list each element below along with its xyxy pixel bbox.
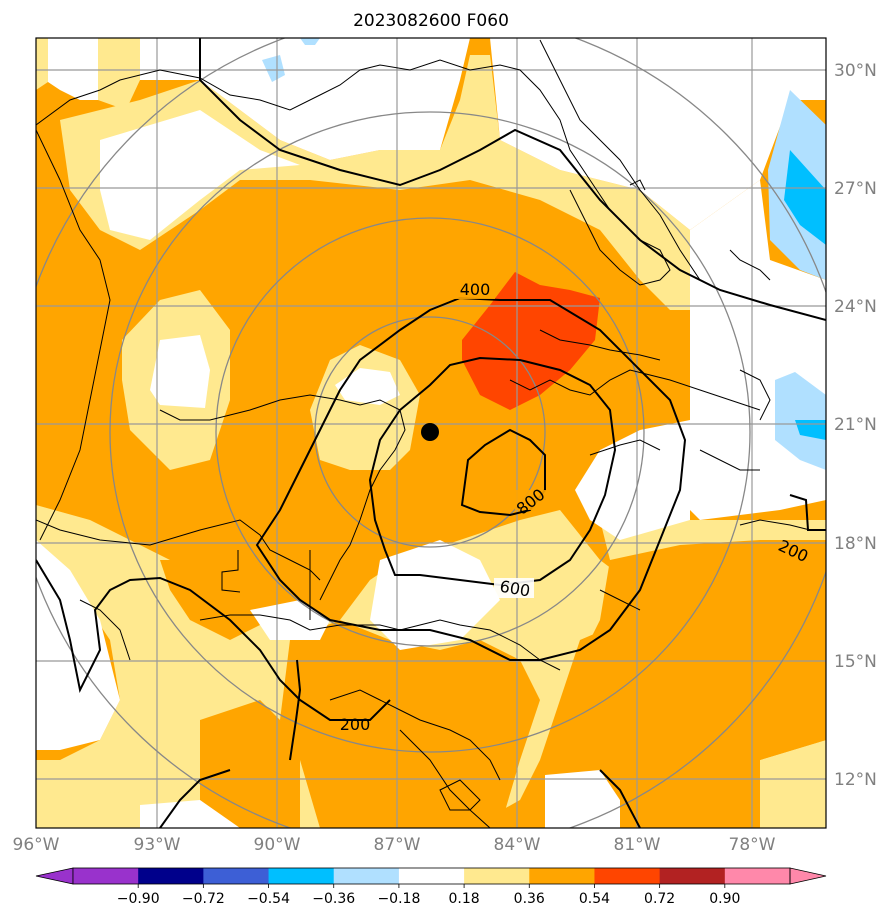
contour-label-200-south: 200 (340, 715, 371, 734)
map-title: 2023082600 F060 (353, 11, 509, 31)
lat-label-24n: 24°N (834, 297, 877, 317)
map-panel: 400 800 600 200 200 (36, 38, 826, 828)
lon-label-90w: 90°W (254, 835, 301, 855)
colorbar-swatch (659, 868, 726, 884)
colorbar-swatch (529, 868, 595, 884)
lat-label-18n: 18°N (834, 534, 877, 554)
coastlines (36, 39, 811, 828)
map-frame (35, 37, 827, 829)
lon-label-93w: 93°W (134, 835, 181, 855)
colorbar-swatch (724, 868, 791, 884)
latitude-labels: 30°N 27°N 24°N 21°N 18°N 15°N 12°N (834, 61, 877, 790)
lon-label-84w: 84°W (494, 835, 541, 855)
longitude-labels: 96°W 93°W 90°W 87°W 84°W 81°W 78°W (13, 835, 776, 855)
colorbar-tick-label: −0.54 (247, 891, 290, 907)
colorbar-tick-label: 0.36 (514, 891, 545, 907)
lat-label-15n: 15°N (834, 652, 877, 672)
colorbar-swatch (73, 868, 139, 884)
range-rings (36, 38, 826, 828)
lat-label-21n: 21°N (834, 415, 877, 435)
contour-lines (36, 38, 826, 828)
lat-label-27n: 27°N (834, 179, 877, 199)
colorbar-swatch (138, 868, 204, 884)
colorbar-extend-high (789, 867, 827, 885)
colorbar-extend-low (35, 867, 74, 885)
colorbar-swatch (333, 868, 400, 884)
colorbar-frame (72, 867, 791, 885)
colorbar-tick-label: −0.36 (312, 891, 355, 907)
lon-label-81w: 81°W (614, 835, 661, 855)
colorbar-tick-label: −0.90 (117, 891, 160, 907)
colorbar-tick-label: 0.90 (709, 891, 740, 907)
lat-label-12n: 12°N (834, 770, 877, 790)
lat-label-30n: 30°N (834, 61, 877, 81)
colorbar-swatch (594, 868, 661, 884)
colorbar-tick-label: 0.72 (644, 891, 675, 907)
colorbar-tick-label: −0.18 (377, 891, 420, 907)
colorbar-swatch (203, 868, 270, 884)
colorbar-swatch (268, 868, 335, 884)
colorbar: −0.90 −0.72 −0.54 −0.36 −0.18 0.18 0.36 0.54 0.7… (35, 867, 827, 907)
lon-label-78w: 78°W (729, 835, 776, 855)
colorbar-swatch (464, 868, 530, 884)
colorbar-tick-label: 0.54 (579, 891, 610, 907)
colorbar-tick-label: −0.72 (182, 891, 225, 907)
contour-label-400: 400 (460, 280, 491, 299)
lon-label-96w: 96°W (13, 835, 60, 855)
colorbar-tick-label: 0.18 (449, 891, 480, 907)
colorbar-swatch (398, 868, 465, 884)
blue-fill (262, 38, 826, 470)
storm-center-marker (421, 423, 439, 441)
lon-label-87w: 87°W (374, 835, 421, 855)
